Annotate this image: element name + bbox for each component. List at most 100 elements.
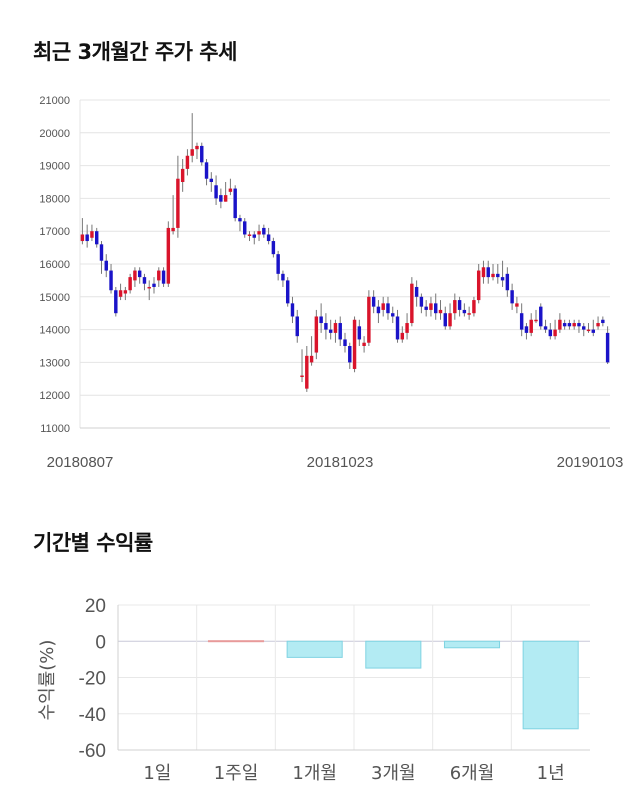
candle-down bbox=[376, 306, 381, 314]
candle-down bbox=[582, 326, 586, 330]
candle-down bbox=[324, 323, 328, 330]
candle-up bbox=[596, 323, 600, 327]
candle-down bbox=[209, 178, 214, 182]
candle-down bbox=[295, 316, 299, 337]
bar-category-label: 6개월 bbox=[450, 763, 495, 784]
candle-date-label: 20180807 bbox=[47, 454, 114, 471]
candle-down bbox=[434, 303, 438, 314]
candle-down bbox=[328, 329, 333, 333]
candle-down bbox=[500, 277, 505, 281]
candle-y-tick-label: 19000 bbox=[39, 161, 70, 173]
candle-up bbox=[128, 277, 132, 291]
candle-down bbox=[510, 290, 514, 304]
candle-series bbox=[80, 113, 610, 392]
candle-down bbox=[567, 323, 572, 327]
candle-down bbox=[562, 323, 567, 327]
candle-y-tick-label: 11000 bbox=[40, 423, 70, 435]
candle-down bbox=[219, 195, 223, 202]
candle-down bbox=[152, 283, 156, 287]
candle-up bbox=[481, 267, 486, 278]
candle-down bbox=[348, 346, 352, 363]
candle-up bbox=[467, 313, 471, 315]
candle-down bbox=[424, 306, 428, 310]
candle-down bbox=[99, 244, 104, 261]
candle-y-tick-label: 14000 bbox=[39, 325, 70, 337]
bar-category-label: 1일 bbox=[143, 763, 171, 784]
candle-up bbox=[515, 303, 519, 307]
candle-up bbox=[314, 316, 319, 353]
candle-down bbox=[137, 270, 142, 278]
candle-up bbox=[228, 188, 233, 192]
candle-up bbox=[572, 323, 576, 327]
candle-down bbox=[161, 270, 166, 284]
candle-down bbox=[200, 145, 204, 163]
candle-up bbox=[476, 270, 481, 301]
candle-down bbox=[319, 316, 323, 324]
bar-category-label: 1년 bbox=[537, 763, 565, 784]
candle-down bbox=[214, 185, 218, 199]
bar-category-label: 1개월 bbox=[292, 763, 337, 784]
candle-up bbox=[438, 309, 443, 314]
candle-up bbox=[305, 355, 309, 389]
bar-y-tick-label: -20 bbox=[79, 669, 106, 690]
bar-y-tick-label: 0 bbox=[95, 632, 106, 653]
candle-up bbox=[180, 168, 185, 182]
candle-down bbox=[601, 319, 605, 324]
candle-down bbox=[290, 303, 295, 317]
bar-category-label: 1주일 bbox=[214, 763, 259, 784]
candle-y-tick-label: 16000 bbox=[39, 259, 70, 271]
candle-down bbox=[281, 273, 285, 281]
candle-down bbox=[238, 218, 242, 222]
candle-up bbox=[352, 319, 357, 369]
candle-up bbox=[247, 234, 252, 236]
candle-up bbox=[223, 195, 228, 202]
bar-y-tick-label: 20 bbox=[85, 596, 106, 617]
candle-up bbox=[80, 234, 85, 242]
candle-up bbox=[405, 323, 409, 333]
candle-y-tick-label: 21000 bbox=[39, 95, 70, 107]
candle-down bbox=[519, 313, 524, 330]
candle-down bbox=[252, 234, 256, 238]
candle-up bbox=[529, 319, 533, 333]
candle-down bbox=[233, 188, 237, 219]
candle-up bbox=[90, 231, 94, 238]
candle-down bbox=[391, 313, 395, 317]
candle-gridlines bbox=[79, 99, 610, 429]
bar-gridlines bbox=[117, 604, 590, 751]
candle-down bbox=[605, 332, 610, 363]
candle-up bbox=[257, 231, 261, 235]
candle-up bbox=[118, 290, 123, 297]
candle-up bbox=[586, 329, 591, 332]
price-trend-heading: 최근 3개월간 주가 추세 bbox=[33, 40, 237, 64]
candle-y-tick-label: 18000 bbox=[39, 193, 70, 205]
candle-down bbox=[496, 273, 500, 278]
candle-down bbox=[104, 260, 108, 271]
candle-down bbox=[285, 280, 290, 304]
candle-y-tick-label: 20000 bbox=[39, 128, 70, 140]
candle-down bbox=[457, 300, 462, 310]
candle-up bbox=[176, 178, 180, 228]
candle-y-tick-label: 17000 bbox=[39, 226, 70, 238]
candle-date-labels: 20180807 20181023 20190103 bbox=[47, 454, 624, 471]
candle-up bbox=[157, 270, 161, 281]
candle-up bbox=[185, 155, 190, 169]
candle-down bbox=[114, 290, 118, 314]
candle-down bbox=[243, 221, 247, 235]
candle-up bbox=[166, 227, 171, 284]
candle-up bbox=[453, 300, 457, 314]
bar-category-label: 3개월 bbox=[371, 763, 416, 784]
candle-up bbox=[195, 145, 199, 150]
candle-up bbox=[171, 227, 175, 232]
candle-down bbox=[524, 326, 529, 333]
bar-series bbox=[207, 640, 579, 730]
candle-down bbox=[505, 273, 510, 291]
bar-y-tick-label: -60 bbox=[79, 741, 106, 762]
bar-y-tick-label: -40 bbox=[79, 705, 106, 726]
candle-down bbox=[577, 323, 581, 327]
candle-up bbox=[133, 270, 137, 281]
candle-down bbox=[548, 329, 553, 337]
candle-y-tick-label: 15000 bbox=[39, 292, 70, 304]
candle-up bbox=[190, 149, 194, 156]
candle-down bbox=[262, 227, 266, 235]
